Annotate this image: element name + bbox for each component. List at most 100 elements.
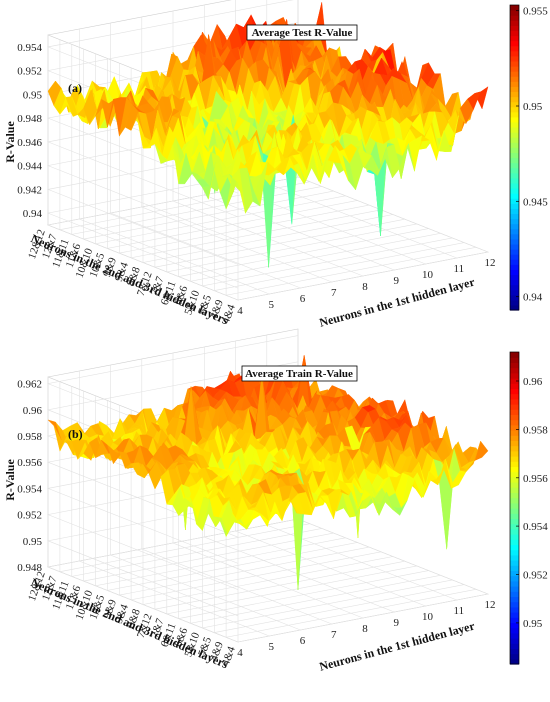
colorbar-segment: [510, 549, 519, 556]
colorbar-segment: [510, 508, 519, 514]
colorbar-segment: [510, 586, 519, 592]
colorbar-segment: [510, 177, 519, 184]
colorbar-tick-label: 0.956: [523, 473, 548, 485]
colorbar-segment: [510, 643, 519, 649]
panel-b-ticks: 0.948 0.95 0.952 0.954 0.956 0.958 0.96 0.962 4 5…: [17, 379, 495, 668]
colorbar-segment: [510, 528, 519, 535]
z-tick-label: 0.94: [23, 208, 43, 220]
colorbar-segment: [510, 632, 519, 639]
z-tick-label: 0.948: [17, 113, 42, 125]
colorbar-segment: [510, 188, 519, 194]
x-tick-label: 9: [394, 617, 400, 629]
panel-a-colorbar: 0.94 0.945 0.95 0.955: [509, 4, 548, 311]
panel-a-title-box: [246, 24, 358, 41]
colorbar-segment: [510, 147, 519, 154]
colorbar-segment: [510, 653, 519, 660]
colorbar-frame: [509, 4, 520, 311]
panel-a-surface: [47, 2, 489, 268]
colorbar-segment: [510, 492, 519, 499]
colorbar-tick-label: 0.94: [523, 292, 543, 304]
x-tick-label: 10: [422, 611, 434, 623]
colorbar-segment: [510, 554, 519, 561]
surface-facet: [231, 168, 246, 214]
colorbar-segment: [510, 466, 519, 473]
colorbar-segment: [510, 76, 519, 82]
colorbar-segment: [510, 55, 519, 62]
colorbar-segment: [510, 208, 519, 215]
colorbar-segment: [510, 254, 519, 260]
colorbar-tick-label: 0.945: [523, 196, 548, 208]
colorbar-segment: [510, 461, 519, 467]
colorbar-segment: [510, 471, 519, 478]
colorbar-segment: [510, 638, 519, 644]
colorbar-segment: [510, 132, 519, 138]
colorbar-segment: [510, 294, 519, 301]
colorbar-segment: [510, 450, 519, 457]
colorbar-segment: [510, 238, 519, 245]
panel-a-z-axis-label: R-Value: [3, 121, 17, 163]
x-tick-label: 4: [237, 305, 243, 317]
colorbar-segment: [510, 445, 519, 452]
colorbar-segment: [510, 249, 519, 255]
panel-a-title: Average Test R-Value: [252, 27, 353, 39]
z-tick-label: 0.96: [23, 405, 43, 417]
colorbar-segment: [510, 40, 519, 47]
colorbar-segment: [510, 419, 519, 426]
colorbar-segment: [510, 81, 519, 87]
x-tick-label: 6: [300, 293, 306, 305]
colorbar-segment: [510, 398, 519, 405]
colorbar-segment: [510, 601, 519, 608]
colorbar-segment: [510, 627, 519, 634]
colorbar-segment: [510, 111, 519, 118]
z-tick-label: 0.954: [17, 42, 42, 54]
colorbar-segment: [510, 121, 519, 128]
colorbar-segment: [510, 66, 519, 72]
colorbar-segment: [510, 10, 519, 16]
colorbar-segment: [510, 430, 519, 436]
x-tick-label: 7: [331, 629, 337, 641]
x-tick-label: 12: [485, 257, 496, 269]
colorbar-segment: [510, 198, 519, 204]
colorbar-segment: [510, 269, 519, 276]
colorbar-segment: [510, 30, 519, 37]
colorbar-segment: [510, 167, 519, 174]
panel-b-colorbar: 0.95 0.952 0.954 0.956 0.958 0.96: [509, 351, 548, 665]
colorbar-segment: [510, 440, 519, 447]
colorbar-segment: [510, 523, 519, 530]
colorbar-segment: [510, 203, 519, 209]
colorbar-segment: [510, 539, 519, 545]
z-tick-label: 0.948: [17, 562, 42, 574]
colorbar-segment: [510, 378, 519, 384]
x-tick-label: 8: [362, 623, 368, 635]
colorbar-segment: [510, 289, 519, 296]
colorbar-frame: [509, 351, 520, 665]
colorbar-segment: [510, 575, 519, 582]
colorbar-segment: [510, 218, 519, 225]
colorbar-segment: [510, 497, 519, 504]
y-gridline: [95, 53, 346, 245]
colorbar-segment: [510, 279, 519, 286]
colorbar-segment: [510, 228, 519, 235]
colorbar-segment: [510, 162, 519, 169]
colorbar-segment: [510, 393, 519, 400]
colorbar-segment: [510, 560, 519, 566]
colorbar-segment: [510, 424, 519, 431]
x-tick-label: 6: [300, 635, 306, 647]
y-gridline: [47, 377, 299, 568]
z-tick-label: 0.958: [17, 431, 42, 443]
colorbar-segment: [510, 534, 519, 540]
colorbar-segment: [510, 172, 519, 179]
colorbar-segment: [510, 482, 519, 488]
x-tick-label: 9: [394, 275, 400, 287]
colorbar-segment: [510, 45, 519, 52]
panel-b-label: (b): [68, 427, 83, 441]
colorbar-tick-label: 0.954: [523, 521, 548, 533]
colorbar-segment: [510, 35, 519, 42]
colorbar-segment: [510, 409, 519, 415]
colorbar-segment: [510, 264, 519, 270]
colorbar-segment: [510, 476, 519, 483]
colorbar-segment: [510, 596, 519, 603]
colorbar-segment: [510, 622, 519, 629]
